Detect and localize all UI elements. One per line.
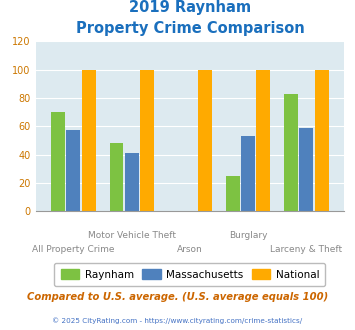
Bar bbox=[315, 70, 329, 211]
Bar bbox=[51, 112, 65, 211]
Text: Compared to U.S. average. (U.S. average equals 100): Compared to U.S. average. (U.S. average … bbox=[27, 292, 328, 302]
Bar bbox=[198, 70, 212, 211]
Bar bbox=[125, 153, 139, 211]
Text: Burglary: Burglary bbox=[229, 231, 267, 240]
Legend: Raynham, Massachusetts, National: Raynham, Massachusetts, National bbox=[54, 263, 326, 286]
Text: Arson: Arson bbox=[177, 245, 203, 253]
Text: Motor Vehicle Theft: Motor Vehicle Theft bbox=[88, 231, 176, 240]
Bar bbox=[82, 70, 95, 211]
Bar bbox=[140, 70, 154, 211]
Bar bbox=[300, 128, 313, 211]
Bar bbox=[256, 70, 271, 211]
Bar bbox=[226, 176, 240, 211]
Bar bbox=[109, 143, 124, 211]
Bar bbox=[284, 94, 298, 211]
Title: 2019 Raynham
Property Crime Comparison: 2019 Raynham Property Crime Comparison bbox=[76, 0, 304, 36]
Bar bbox=[241, 136, 255, 211]
Text: All Property Crime: All Property Crime bbox=[32, 245, 115, 253]
Text: Larceny & Theft: Larceny & Theft bbox=[271, 245, 343, 253]
Text: © 2025 CityRating.com - https://www.cityrating.com/crime-statistics/: © 2025 CityRating.com - https://www.city… bbox=[53, 317, 302, 324]
Bar bbox=[66, 130, 80, 211]
